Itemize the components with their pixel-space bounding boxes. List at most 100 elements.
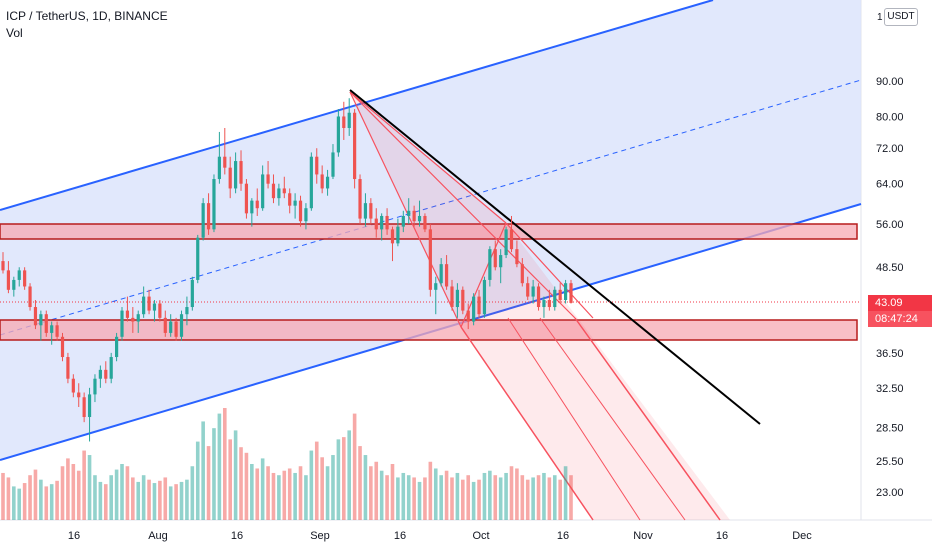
candle (28, 283, 32, 311)
volume-bar (141, 475, 146, 520)
volume-bar (33, 469, 38, 520)
candle (1, 252, 5, 274)
volume-bar (266, 466, 270, 520)
candle-body (493, 249, 497, 268)
candle (277, 183, 281, 206)
candle (542, 296, 546, 318)
candle-body (28, 286, 32, 308)
volume-bar (488, 470, 492, 520)
volume-bar (536, 475, 541, 520)
price-tick-label: 72.00 (876, 143, 904, 155)
volume-bar (6, 477, 11, 520)
volume-bar (163, 477, 168, 520)
volume-bar (406, 475, 411, 520)
candle (472, 293, 476, 326)
time-tick-label: 16 (231, 530, 243, 542)
candle-body (115, 336, 119, 358)
volume-bar (179, 481, 184, 520)
candle (234, 152, 238, 194)
candle (417, 200, 422, 227)
candle-body (444, 264, 449, 287)
volume-bar (423, 477, 427, 520)
volume-bar (471, 481, 476, 520)
currency-badge[interactable]: USDT (884, 8, 918, 26)
candle-body (536, 286, 541, 308)
candle-body (315, 156, 319, 175)
candle (201, 198, 205, 241)
candle-body (158, 303, 162, 318)
support-zone[interactable] (0, 319, 858, 341)
volume-bar (342, 437, 346, 520)
candle (152, 300, 157, 322)
candle (520, 258, 524, 287)
candle-body (417, 215, 422, 222)
candle-body (17, 270, 21, 280)
scale-marker: 1 (877, 12, 883, 23)
volume-bar (55, 480, 59, 520)
volume-bar (114, 469, 119, 520)
candle-body (12, 279, 16, 290)
candle (174, 317, 178, 341)
candle-body (131, 317, 135, 322)
channel-mid-line (0, 79, 862, 336)
candle (12, 276, 16, 297)
candle (33, 300, 38, 330)
candle-body (174, 321, 178, 337)
volume-bar (282, 470, 287, 520)
time-tick-label: Nov (633, 530, 653, 542)
volume-label[interactable]: Vol (6, 26, 23, 40)
candle-body (271, 183, 276, 199)
symbol-title[interactable]: ICP / TetherUS, 1D, BINANCE (6, 9, 168, 23)
candle (428, 223, 432, 297)
candle (401, 210, 405, 233)
candle (531, 279, 535, 304)
volume-bar (417, 481, 422, 520)
candle-body (455, 289, 459, 308)
candle-body (147, 296, 151, 311)
downtrend-line[interactable] (349, 89, 761, 425)
price-axis[interactable]: 90.00 80.00 72.00 64.00 56.00 48.50 36.50 32.50… (876, 76, 904, 499)
candle-body (509, 229, 514, 250)
candle-body (1, 261, 5, 271)
candle (342, 101, 346, 140)
volume-bar (131, 477, 135, 520)
volume-bar (71, 464, 76, 520)
volume-bar (147, 479, 151, 520)
candles[interactable] (1, 98, 573, 442)
volume-bar (49, 484, 54, 520)
candle-body (201, 203, 205, 238)
candle-body (282, 188, 286, 194)
candle-body (293, 200, 297, 206)
volume-bar (255, 468, 260, 520)
candle-body (125, 310, 130, 318)
candle (125, 296, 130, 322)
candle (158, 300, 162, 322)
volume-bar (325, 466, 330, 520)
volume-bar (336, 439, 341, 520)
time-axis[interactable]: 16 Aug 16 Sep 16 Oct 16 Nov 16 Dec (68, 530, 812, 542)
time-tick-label: 16 (716, 530, 728, 542)
candle (50, 321, 54, 345)
volume-bar (363, 455, 368, 520)
candle (131, 307, 135, 333)
price-tick-label: 90.00 (876, 76, 904, 88)
candle (358, 174, 362, 224)
candle-body (526, 283, 530, 297)
candle (493, 240, 497, 271)
volume-bar (433, 468, 438, 520)
time-tick-label: 16 (557, 530, 569, 542)
candle-body (212, 179, 216, 230)
volume-bar (347, 430, 352, 520)
candle (190, 276, 194, 311)
volume-bar (482, 472, 487, 520)
volume-bar (331, 455, 335, 520)
volume-bar (569, 475, 573, 520)
candle-body (439, 264, 443, 284)
volume-bar (304, 475, 308, 520)
volume-bar (201, 421, 205, 520)
volume-bar (136, 481, 141, 520)
candle (363, 193, 368, 227)
volume-bar (44, 486, 49, 520)
